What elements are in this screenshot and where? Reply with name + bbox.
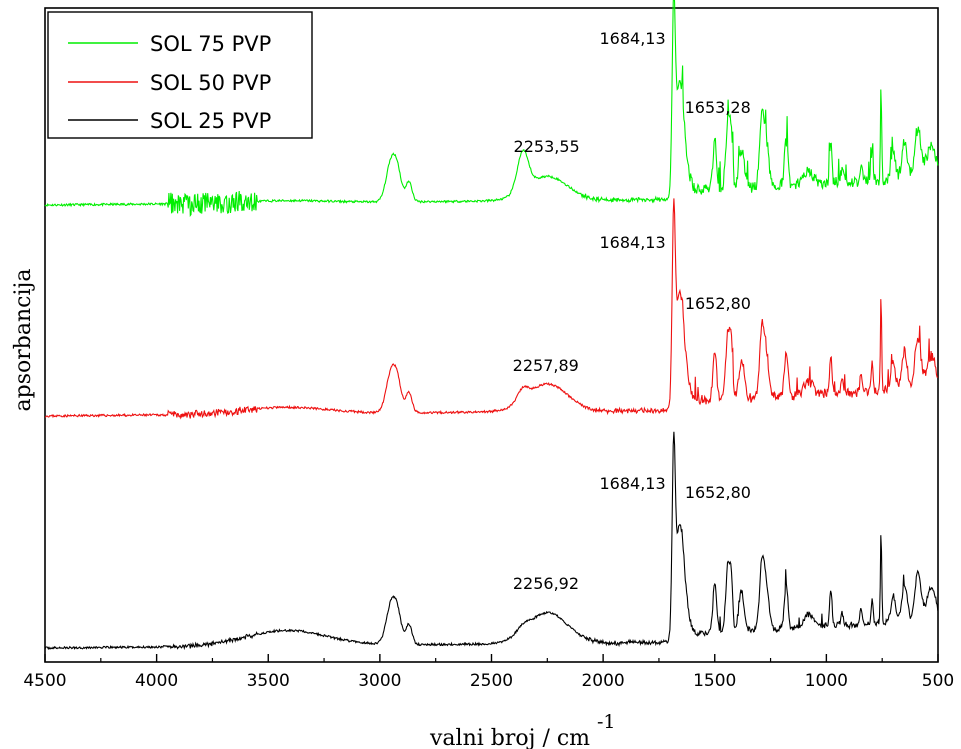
peak-label: 1684,13 xyxy=(600,29,666,48)
x-tick-label-3000: 3000 xyxy=(358,671,401,691)
x-tick-label-4000: 4000 xyxy=(135,671,178,691)
legend-label-sol25: SOL 25 PVP xyxy=(150,109,271,133)
peak-label: 2256,92 xyxy=(513,574,579,593)
y-axis-title: apsorbancija xyxy=(11,269,36,412)
annotations: 1684,13 1653,28 2253,55 1684,13 1652,80 2257,… xyxy=(513,29,751,593)
series-line-3 xyxy=(44,431,939,651)
peak-label: 1652,80 xyxy=(685,483,751,502)
legend-label-sol50: SOL 50 PVP xyxy=(150,71,271,95)
legend-label-sol75: SOL 75 PVP xyxy=(150,32,271,56)
legend: SOL 75 PVP SOL 50 PVP SOL 25 PVP xyxy=(47,11,313,139)
legend-box xyxy=(47,11,313,139)
x-axis-title: valni broj / cm xyxy=(429,726,590,749)
x-axis-title-superscript: -1 xyxy=(597,711,616,733)
x-axis: 4500 4000 3500 3000 2500 2000 1500 1000 500 xyxy=(23,654,954,691)
peak-label: 1684,13 xyxy=(600,474,666,493)
series-line-1 xyxy=(44,0,939,217)
series-line-2 xyxy=(44,198,939,420)
x-tick-label-2500: 2500 xyxy=(470,671,513,691)
x-tick-label-500: 500 xyxy=(922,671,954,691)
x-tick-label-1500: 1500 xyxy=(693,671,736,691)
x-tick-label-2000: 2000 xyxy=(581,671,624,691)
peak-label: 1653,28 xyxy=(685,98,751,117)
peak-label: 2257,89 xyxy=(513,356,579,375)
peak-label: 2253,55 xyxy=(514,137,580,156)
x-tick-label-4500: 4500 xyxy=(23,671,66,691)
peak-label: 1684,13 xyxy=(600,233,666,252)
x-tick-label-3500: 3500 xyxy=(247,671,290,691)
series-layer xyxy=(44,0,939,651)
peak-label: 1652,80 xyxy=(685,294,751,313)
x-tick-label-1000: 1000 xyxy=(805,671,848,691)
